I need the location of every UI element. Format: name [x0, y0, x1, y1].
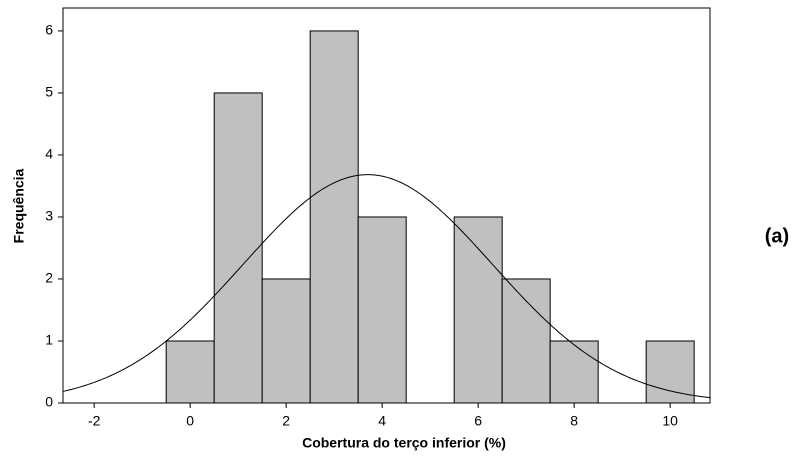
bar — [261, 278, 311, 404]
y-tick-label: 1 — [45, 332, 53, 348]
y-axis-label: Frequência — [11, 168, 27, 243]
y-tick-label: 3 — [45, 208, 53, 224]
bar — [501, 278, 551, 404]
y-tick-label: 0 — [45, 394, 53, 410]
bar — [309, 30, 359, 404]
x-tick-label: 4 — [378, 413, 386, 429]
bar — [213, 92, 263, 404]
y-tick-label: 5 — [45, 84, 53, 100]
x-axis-label: Cobertura do terço inferior (%) — [302, 435, 506, 451]
y-tick-label: 4 — [45, 146, 53, 162]
bar — [357, 216, 407, 404]
x-tick-label: -2 — [88, 413, 101, 429]
bar — [549, 340, 599, 404]
x-tick-label: 2 — [282, 413, 290, 429]
bar — [645, 340, 695, 404]
x-tick-label: 6 — [474, 413, 482, 429]
y-tick-label: 6 — [45, 22, 53, 38]
panel-label: (a) — [765, 225, 789, 247]
bar — [453, 216, 503, 404]
x-tick-label: 0 — [186, 413, 194, 429]
bar — [165, 340, 215, 404]
y-tick-label: 2 — [45, 270, 53, 286]
x-tick-label: 8 — [570, 413, 578, 429]
fit-curve — [62, 174, 711, 399]
x-tick-label: 10 — [662, 413, 678, 429]
